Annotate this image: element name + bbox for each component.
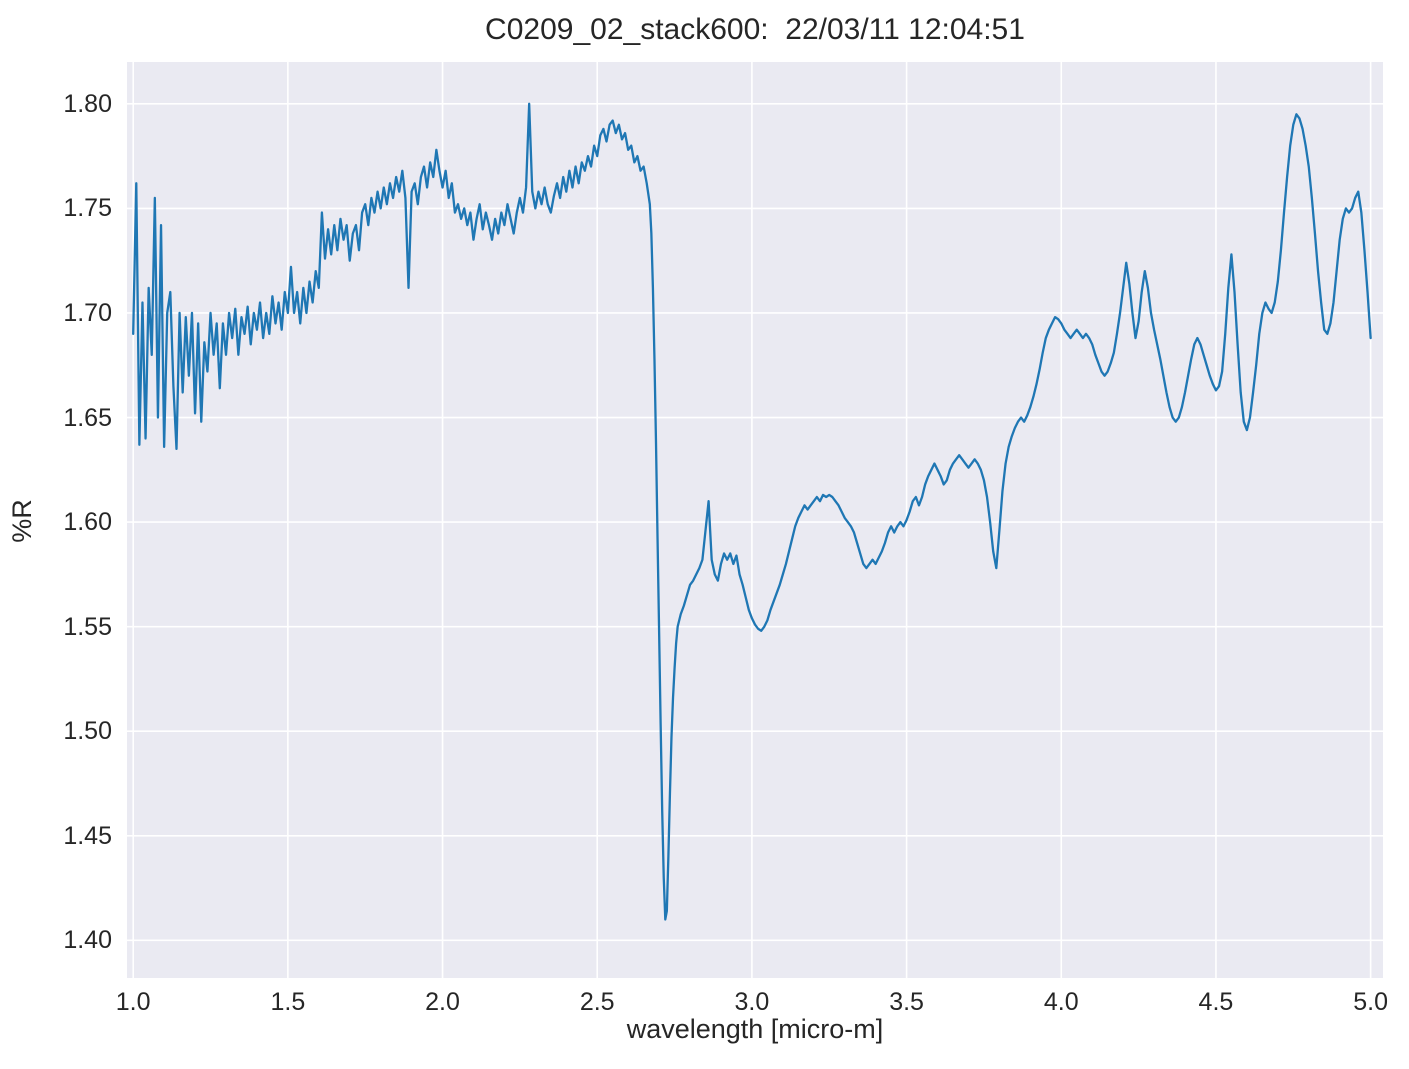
x-tick-label: 3.0 xyxy=(734,988,770,1016)
y-tick-label: 1.50 xyxy=(63,717,112,746)
x-tick-label: 4.0 xyxy=(1043,988,1079,1016)
x-axis-label: wavelength [micro-m] xyxy=(626,1014,884,1044)
y-tick-label: 1.55 xyxy=(63,612,112,641)
x-tick-label: 5.0 xyxy=(1353,988,1388,1016)
x-tick-label: 2.5 xyxy=(579,988,615,1016)
x-tick-label: 1.5 xyxy=(270,988,306,1016)
y-tick-label: 1.60 xyxy=(63,508,112,537)
y-tick-label: 1.80 xyxy=(63,89,112,118)
y-tick-label: 1.40 xyxy=(63,926,112,955)
x-tick-label: 2.0 xyxy=(425,988,460,1016)
x-tick-label: 4.5 xyxy=(1198,988,1234,1016)
y-tick-label: 1.65 xyxy=(63,403,112,432)
y-tick-label: 1.70 xyxy=(63,298,112,327)
x-tick-label: 3.5 xyxy=(889,988,924,1016)
y-tick-label: 1.45 xyxy=(63,821,112,850)
plot-background xyxy=(127,62,1383,978)
chart-title: C0209_02_stack600: 22/03/11 12:04:51 xyxy=(485,13,1025,46)
x-tick-label: 1.0 xyxy=(115,988,151,1016)
y-tick-label: 1.75 xyxy=(63,194,112,223)
data-line xyxy=(132,102,1372,921)
